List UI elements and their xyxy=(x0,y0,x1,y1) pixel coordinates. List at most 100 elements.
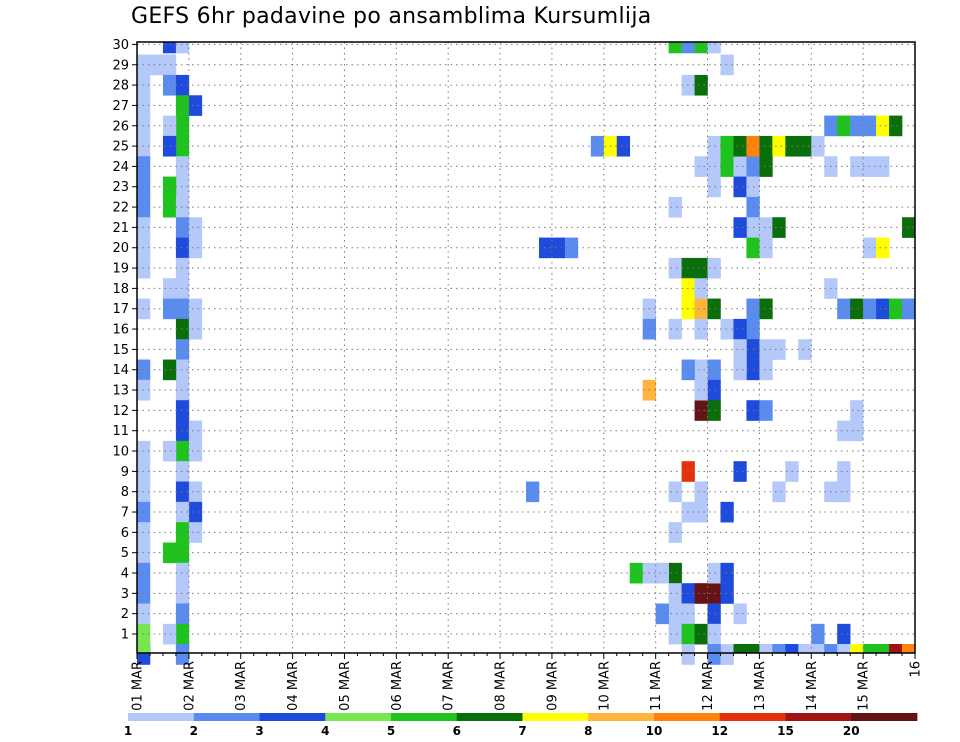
y-tick-label: 17 xyxy=(112,302,129,317)
heatmap-cell xyxy=(694,318,708,340)
heatmap-cell xyxy=(175,522,190,543)
y-tick-label: 16 xyxy=(112,323,129,338)
heatmap-cell xyxy=(175,278,190,299)
legend-swatch xyxy=(193,713,260,721)
heatmap-cell xyxy=(175,461,190,482)
heatmap-cell xyxy=(694,298,708,320)
heatmap-cell xyxy=(668,196,682,218)
heatmap-cell xyxy=(850,420,864,442)
y-tick-label: 1 xyxy=(121,628,129,643)
heatmap-cell xyxy=(694,278,708,299)
heatmap-cell xyxy=(707,135,721,157)
heatmap-cell xyxy=(759,400,773,421)
heatmap-cell xyxy=(733,176,747,198)
heatmap-cell xyxy=(837,623,851,645)
heatmap-cell xyxy=(733,318,747,340)
x-tick-label: 01 MAR xyxy=(131,661,146,711)
x-tick-label: 16 xyxy=(909,661,924,678)
heatmap-cell xyxy=(850,298,864,320)
x-tick-label: 11 MAR xyxy=(649,661,664,711)
heatmap-cell xyxy=(162,298,177,320)
heatmap-cell xyxy=(162,542,177,564)
legend-swatch xyxy=(128,713,195,721)
heatmap-cell xyxy=(772,339,786,360)
heatmap-cell xyxy=(175,583,190,604)
heatmap-cell xyxy=(175,298,190,320)
heatmap-cell xyxy=(668,603,682,625)
x-tick-label: 04 MAR xyxy=(286,661,301,711)
heatmap-cell xyxy=(162,42,177,54)
heatmap-cell xyxy=(137,644,151,654)
y-tick-label: 7 xyxy=(121,506,129,521)
y-tick-label: 2 xyxy=(121,607,129,622)
chart-title: GEFS 6hr padavine po ansamblima Kursumli… xyxy=(131,4,652,29)
heatmap-cell xyxy=(707,583,721,604)
legend-swatch xyxy=(719,713,786,721)
heatmap-cell xyxy=(668,522,682,543)
legend-label: 2 xyxy=(190,724,198,738)
legend-swatch xyxy=(522,713,589,721)
heatmap-cell xyxy=(668,583,682,604)
heatmap-cell xyxy=(175,95,190,116)
y-tick-label: 30 xyxy=(112,38,129,53)
heatmap-cell xyxy=(733,217,747,238)
heatmap-cell xyxy=(175,400,190,421)
heatmap-cell xyxy=(889,644,903,654)
heatmap-cell xyxy=(850,644,864,654)
heatmap-cell xyxy=(538,237,553,259)
heatmap-cell xyxy=(759,644,773,654)
heatmap-cell xyxy=(707,42,721,54)
heatmap-cell xyxy=(707,603,721,625)
heatmap-cell xyxy=(707,359,721,381)
heatmap-cell xyxy=(668,481,682,503)
heatmap-cell xyxy=(162,359,177,381)
heatmap-cell xyxy=(811,135,825,157)
heatmap-cell xyxy=(720,135,734,157)
legend-swatch xyxy=(456,713,523,721)
heatmap-cell xyxy=(175,542,190,564)
y-tick-label: 24 xyxy=(112,160,129,175)
heatmap-cell xyxy=(655,562,669,584)
heatmap-cell xyxy=(175,115,190,137)
heatmap-cell xyxy=(850,115,864,137)
heatmap-cell xyxy=(876,115,890,137)
heatmap-cell xyxy=(720,644,734,665)
heatmap-cell xyxy=(733,156,747,177)
heatmap-cell xyxy=(694,623,708,645)
axes: 1234567891011121314151617181920212223242… xyxy=(112,38,923,711)
x-tick-label: 08 MAR xyxy=(494,661,509,711)
heatmap-cell xyxy=(694,257,708,279)
heatmap-cell xyxy=(188,481,203,503)
heatmap-cell xyxy=(707,156,721,177)
heatmap-cell xyxy=(175,420,190,442)
heatmap-cell xyxy=(733,603,747,625)
heatmap-cell xyxy=(188,298,203,320)
heatmap-cell xyxy=(681,644,695,665)
heatmap-cell xyxy=(889,298,903,320)
legend-label: 6 xyxy=(453,724,461,738)
legend-label: 20 xyxy=(843,724,860,738)
y-tick-label: 22 xyxy=(112,201,129,216)
heatmap-cell xyxy=(175,623,190,645)
heatmap-cell xyxy=(694,400,708,421)
heatmap-cell xyxy=(759,237,773,259)
y-tick-label: 13 xyxy=(112,384,129,399)
heatmap-cell xyxy=(889,115,903,137)
heatmap-cell xyxy=(850,156,864,177)
heatmap-cell xyxy=(759,156,773,177)
heatmap-cell xyxy=(772,217,786,238)
heatmap-cell xyxy=(720,501,734,523)
heatmap-cell xyxy=(876,644,890,654)
heatmap-cell xyxy=(733,644,747,654)
y-tick-label: 3 xyxy=(121,587,129,602)
heatmap-cell xyxy=(876,156,890,177)
heatmap-cell xyxy=(720,562,734,584)
heatmap-cell xyxy=(746,644,760,654)
heatmap-cell xyxy=(175,237,190,259)
heatmap-cell xyxy=(694,379,708,401)
y-tick-label: 10 xyxy=(112,445,129,460)
heatmap-cell xyxy=(175,156,190,177)
heatmap-cell xyxy=(772,135,786,157)
heatmap-cell xyxy=(707,623,721,645)
heatmap-cell xyxy=(837,481,851,503)
